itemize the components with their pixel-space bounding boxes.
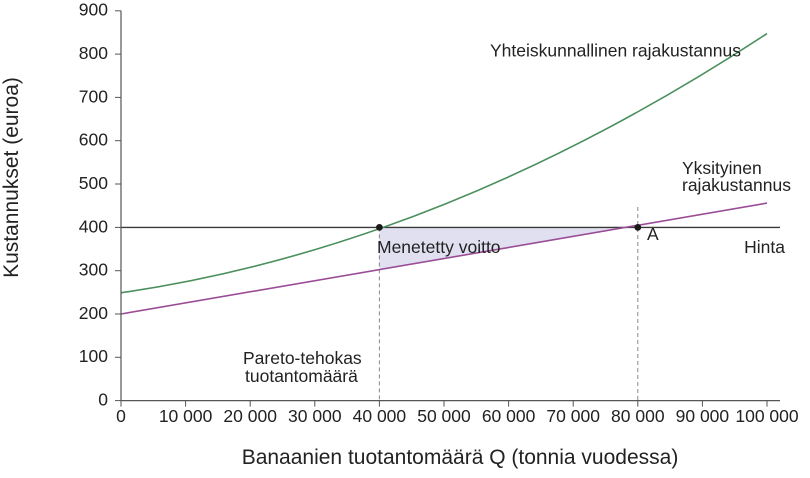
svg-text:rajakustannus: rajakustannus xyxy=(682,175,791,195)
svg-text:100 000: 100 000 xyxy=(735,406,799,426)
svg-text:500: 500 xyxy=(79,173,108,193)
svg-text:Yhteiskunnallinen rajakustannu: Yhteiskunnallinen rajakustannus xyxy=(490,41,741,61)
svg-text:100: 100 xyxy=(79,346,108,366)
svg-text:40 000: 40 000 xyxy=(353,406,407,426)
svg-text:10 000: 10 000 xyxy=(159,406,213,426)
svg-text:Kustannukset (euroa): Kustannukset (euroa) xyxy=(0,77,23,278)
svg-text:Hinta: Hinta xyxy=(744,237,785,257)
svg-text:900: 900 xyxy=(79,0,108,20)
svg-text:300: 300 xyxy=(79,260,108,280)
svg-text:Banaanien tuotantomäärä Q (ton: Banaanien tuotantomäärä Q (tonnia vuodes… xyxy=(242,446,679,469)
svg-text:30 000: 30 000 xyxy=(288,406,342,426)
svg-text:0: 0 xyxy=(116,406,126,426)
svg-text:90 000: 90 000 xyxy=(676,406,730,426)
svg-text:Menetetty voitto: Menetetty voitto xyxy=(377,237,501,257)
svg-text:800: 800 xyxy=(79,43,108,63)
svg-text:0: 0 xyxy=(98,390,108,410)
svg-text:60 000: 60 000 xyxy=(482,406,536,426)
svg-text:700: 700 xyxy=(79,86,108,106)
svg-text:600: 600 xyxy=(79,130,108,150)
svg-text:50 000: 50 000 xyxy=(417,406,471,426)
svg-text:Pareto-tehokas: Pareto-tehokas xyxy=(243,348,362,368)
svg-text:A: A xyxy=(647,224,659,244)
svg-text:200: 200 xyxy=(79,303,108,323)
svg-text:70 000: 70 000 xyxy=(546,406,600,426)
svg-text:20 000: 20 000 xyxy=(223,406,277,426)
svg-text:80 000: 80 000 xyxy=(611,406,665,426)
svg-text:tuotantomäärä: tuotantomäärä xyxy=(245,366,358,386)
svg-text:400: 400 xyxy=(79,216,108,236)
